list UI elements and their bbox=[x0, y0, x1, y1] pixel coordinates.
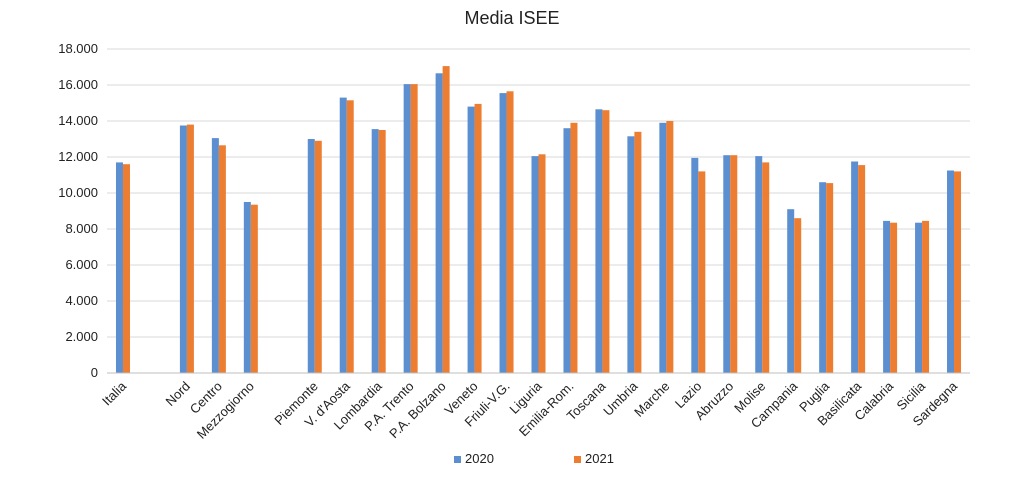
legend: 2020 2021 bbox=[454, 451, 614, 466]
bar-2021-umbria bbox=[634, 131, 642, 373]
bar-2021-molise bbox=[762, 162, 770, 373]
x-tick-label: Marche bbox=[631, 379, 672, 420]
bar-2021-p-a-trento bbox=[410, 84, 418, 373]
bar-2020-campania bbox=[787, 209, 795, 373]
bar-2020-friuli-v-g- bbox=[499, 93, 507, 373]
bar-2021-p-a-bolzano bbox=[442, 66, 450, 373]
bar-2021-nord bbox=[186, 124, 194, 373]
y-tick-label: 2.000 bbox=[65, 329, 98, 344]
legend-label-2021: 2021 bbox=[585, 451, 614, 466]
bar-2021-centro bbox=[218, 145, 226, 373]
bar-2021-friuli-v-g- bbox=[506, 91, 514, 374]
y-tick-label: 0 bbox=[91, 365, 98, 380]
bar-2021-marche bbox=[666, 121, 674, 373]
bar-2020-abruzzo bbox=[723, 155, 731, 373]
bar-2021-mezzogiorno bbox=[250, 204, 258, 373]
y-tick-label: 18.000 bbox=[58, 41, 98, 56]
y-tick-label: 8.000 bbox=[65, 221, 98, 236]
bars bbox=[115, 66, 962, 374]
bar-2021-basilicata bbox=[858, 165, 866, 373]
y-tick-label: 10.000 bbox=[58, 185, 98, 200]
bar-2020-molise bbox=[755, 156, 763, 373]
y-axis-ticks: 0 2.000 4.000 6.000 8.000 10.000 12.000 14.000 1… bbox=[58, 41, 98, 380]
y-tick-label: 6.000 bbox=[65, 257, 98, 272]
bar-2020-lazio bbox=[691, 157, 699, 373]
bar-2020-nord bbox=[179, 125, 187, 373]
bar-2020-p-a-trento bbox=[403, 84, 411, 373]
bar-2021-sicilia bbox=[922, 220, 930, 373]
bar-2020-liguria bbox=[531, 156, 539, 373]
bar-2020-piemonte bbox=[307, 139, 315, 373]
bar-2020-toscana bbox=[595, 109, 603, 374]
bar-2021-sardegna bbox=[954, 171, 962, 373]
bar-2021-lombardia bbox=[378, 130, 386, 373]
y-tick-label: 16.000 bbox=[58, 77, 98, 92]
y-tick-label: 4.000 bbox=[65, 293, 98, 308]
legend-swatch-2020 bbox=[454, 456, 461, 463]
bar-2021-v-d-aosta bbox=[346, 100, 354, 374]
bar-2021-emilia-rom- bbox=[570, 122, 578, 373]
bar-2020-sardegna bbox=[947, 170, 955, 373]
bar-2021-puglia bbox=[826, 183, 834, 373]
bar-2021-calabria bbox=[890, 222, 898, 373]
bar-2020-umbria bbox=[627, 136, 635, 373]
x-tick-label: Italia bbox=[99, 378, 130, 409]
bar-2020-emilia-rom- bbox=[563, 128, 571, 373]
bar-2021-liguria bbox=[538, 154, 546, 373]
bar-2020-v-d-aosta bbox=[339, 97, 347, 373]
chart-title: Media ISEE bbox=[464, 8, 559, 28]
bar-2020-puglia bbox=[819, 182, 827, 373]
y-tick-label: 14.000 bbox=[58, 113, 98, 128]
bar-2020-sicilia bbox=[915, 222, 923, 373]
bar-2021-italia bbox=[122, 164, 130, 373]
bar-2020-veneto bbox=[467, 106, 475, 373]
bar-2021-campania bbox=[794, 218, 802, 373]
bar-2020-basilicata bbox=[851, 161, 859, 373]
bar-2021-abruzzo bbox=[730, 155, 738, 373]
bar-2020-calabria bbox=[883, 220, 891, 373]
bar-2020-mezzogiorno bbox=[243, 202, 251, 373]
bar-2021-piemonte bbox=[314, 140, 322, 373]
bar-2020-p-a-bolzano bbox=[435, 73, 443, 374]
bar-2021-toscana bbox=[602, 110, 610, 373]
bar-2020-centro bbox=[211, 138, 219, 373]
bar-2021-lazio bbox=[698, 171, 706, 373]
legend-label-2020: 2020 bbox=[465, 451, 494, 466]
legend-swatch-2021 bbox=[574, 456, 581, 463]
bar-2020-marche bbox=[659, 122, 667, 373]
y-tick-label: 12.000 bbox=[58, 149, 98, 164]
bar-2020-lombardia bbox=[371, 129, 379, 373]
bar-2021-veneto bbox=[474, 103, 482, 374]
bar-2020-italia bbox=[115, 162, 123, 373]
